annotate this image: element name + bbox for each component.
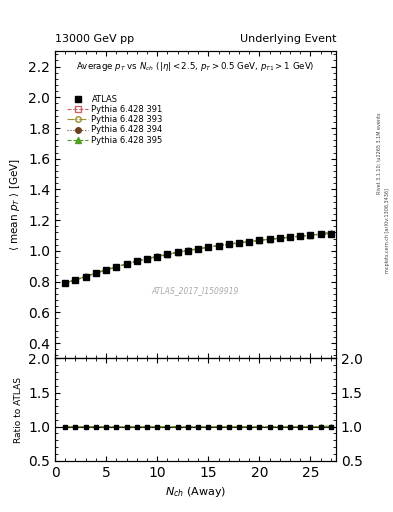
X-axis label: $N_{ch}$ (Away): $N_{ch}$ (Away) — [165, 485, 226, 499]
Text: ATLAS_2017_I1509919: ATLAS_2017_I1509919 — [152, 286, 239, 295]
Y-axis label: $\langle$ mean $p_T$ $\rangle$ [GeV]: $\langle$ mean $p_T$ $\rangle$ [GeV] — [9, 158, 22, 251]
Y-axis label: Ratio to ATLAS: Ratio to ATLAS — [14, 377, 23, 442]
Legend: ATLAS, Pythia 6.428 391, Pythia 6.428 393, Pythia 6.428 394, Pythia 6.428 395: ATLAS, Pythia 6.428 391, Pythia 6.428 39… — [65, 92, 165, 147]
Text: 13000 GeV pp: 13000 GeV pp — [55, 33, 134, 44]
Text: Rivet 3.1.10; \u2265 3.1M events: Rivet 3.1.10; \u2265 3.1M events — [377, 113, 382, 195]
Text: mcplots.cern.ch [arXiv:1306.3436]: mcplots.cern.ch [arXiv:1306.3436] — [385, 188, 389, 273]
Text: Average $p_T$ vs $N_{ch}$ ($|\eta| < 2.5$, $p_T > 0.5$ GeV, $p_{T1} > 1$ GeV): Average $p_T$ vs $N_{ch}$ ($|\eta| < 2.5… — [76, 60, 315, 73]
Text: Underlying Event: Underlying Event — [239, 33, 336, 44]
